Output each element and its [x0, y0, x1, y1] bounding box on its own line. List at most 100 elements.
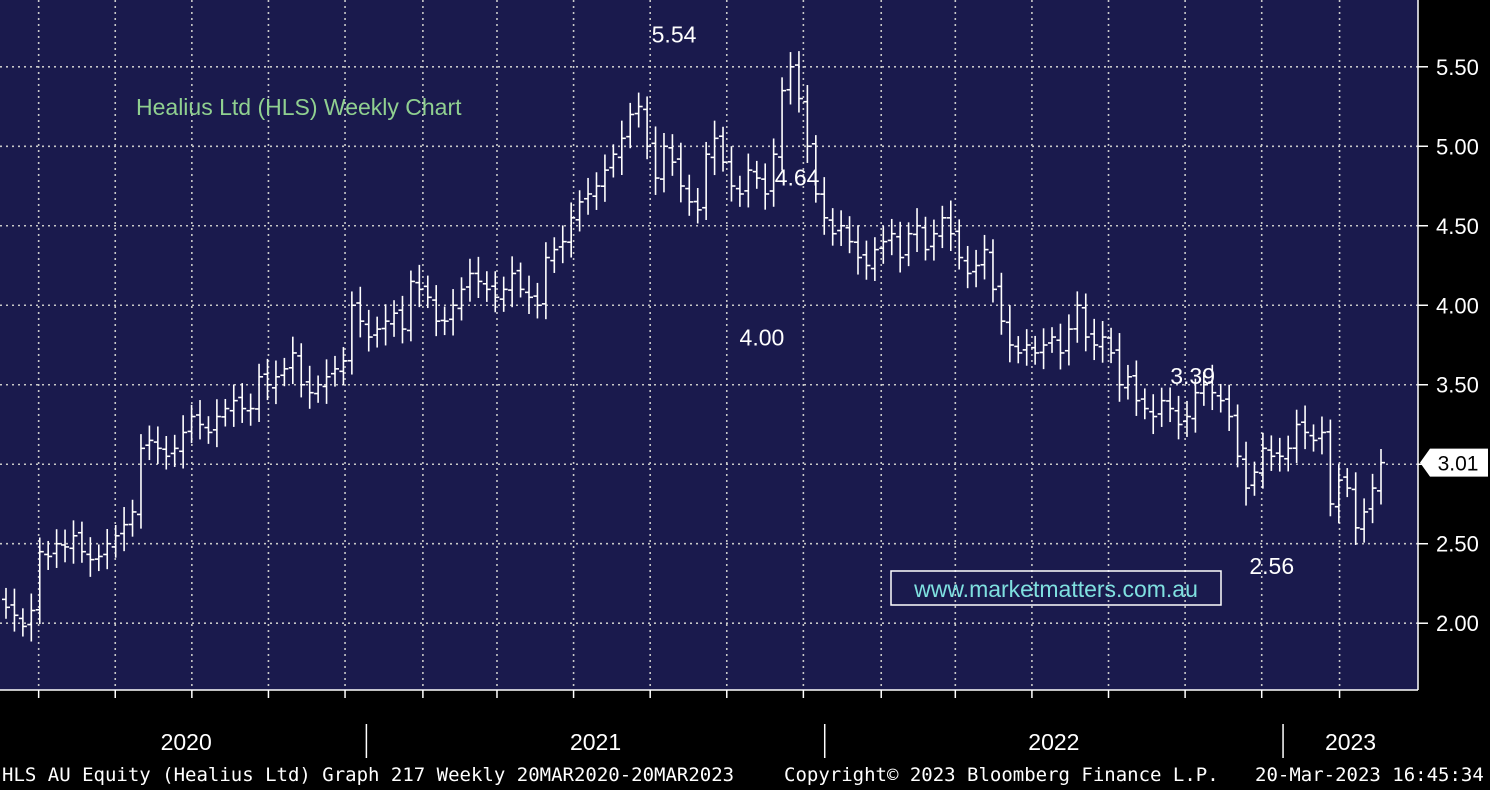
- ohlc-bar: [1048, 327, 1057, 353]
- ohlc-bar: [322, 359, 331, 404]
- ohlc-bar: [1275, 437, 1284, 472]
- price-bars: [2, 51, 1385, 642]
- ohlc-bar: [685, 174, 694, 216]
- ohlc-bar: [1005, 305, 1014, 363]
- plot-background: [0, 0, 1418, 690]
- ohlc-bar: [465, 258, 474, 302]
- ohlc-bar: [406, 270, 415, 342]
- ohlc-bar: [1334, 463, 1343, 524]
- ohlc-bar: [1309, 424, 1318, 452]
- ohlc-bar: [811, 135, 820, 203]
- footer-security: HLS AU Equity (Healius Ltd) Graph 217 We…: [2, 764, 735, 786]
- ohlc-bar: [1208, 364, 1217, 411]
- ohlc-bar: [845, 216, 854, 254]
- ohlc-bar: [862, 240, 871, 280]
- year-label: 2021: [570, 729, 621, 755]
- ohlc-bar: [710, 120, 719, 176]
- ohlc-bar: [567, 202, 576, 258]
- ohlc-bar: [1056, 323, 1065, 370]
- ohlc-bar: [634, 92, 643, 128]
- ohlc-bar: [415, 264, 424, 308]
- ohlc-bar: [1090, 318, 1099, 361]
- last-price-label: 3.01: [1438, 453, 1479, 476]
- price-annotation: 4.64: [775, 165, 820, 191]
- ohlc-bar: [10, 588, 19, 632]
- ohlc-bar: [212, 399, 221, 448]
- ohlc-bar: [52, 529, 61, 568]
- ohlc-bar: [837, 210, 846, 246]
- ohlc-bar: [136, 434, 145, 529]
- ohlc-bar: [600, 154, 609, 202]
- ohlc-bar: [27, 593, 36, 642]
- price-annotation: 3.39: [1170, 363, 1215, 389]
- ohlc-bar: [778, 77, 787, 171]
- ohlc-bar: [1039, 328, 1048, 370]
- ohlc-bar: [643, 96, 652, 160]
- ohlc-bar: [482, 271, 491, 302]
- ohlc-bar: [339, 347, 348, 386]
- ohlc-bar: [769, 138, 778, 207]
- ohlc-bar: [1317, 416, 1326, 455]
- ohlc-bar: [263, 358, 272, 401]
- ohlc-bar: [1107, 327, 1116, 364]
- year-label: 2022: [1028, 729, 1079, 755]
- year-label: 2020: [161, 729, 212, 755]
- ohlc-bar: [2, 587, 10, 619]
- ohlc-bar: [702, 141, 711, 220]
- ohlc-bar: [1166, 387, 1175, 423]
- weekly-ohlc-chart: 5.544.644.003.392.56 2.002.503.003.504.0…: [0, 0, 1490, 760]
- ohlc-bar: [1182, 400, 1191, 437]
- ohlc-bar: [870, 237, 879, 281]
- ohlc-bar: [179, 415, 188, 469]
- ohlc-bar: [499, 276, 508, 312]
- ohlc-bar: [955, 219, 964, 270]
- ohlc-bar: [887, 218, 896, 256]
- ohlc-bar: [390, 300, 399, 337]
- ohlc-bar: [1064, 314, 1073, 366]
- ohlc-bar: [347, 291, 356, 375]
- ohlc-bar: [18, 608, 27, 637]
- ohlc-bar: [288, 336, 297, 385]
- ohlc-bar: [1031, 335, 1040, 365]
- ohlc-bar: [1073, 291, 1082, 343]
- ohlc-bar: [997, 272, 1006, 335]
- ohlc-bar: [196, 400, 205, 440]
- y-tick-label: 2.00: [1436, 611, 1479, 636]
- ohlc-bar: [491, 271, 500, 313]
- ohlc-bar: [423, 275, 432, 309]
- y-tick-label: 2.50: [1436, 532, 1479, 557]
- ohlc-bar: [1140, 388, 1149, 420]
- ohlc-bar: [1225, 384, 1234, 431]
- ohlc-bar: [803, 85, 812, 163]
- ohlc-bar: [584, 177, 593, 215]
- ohlc-bar: [752, 160, 761, 189]
- ohlc-bar: [719, 126, 728, 172]
- ohlc-bar: [929, 219, 938, 261]
- price-annotation: 5.54: [652, 21, 697, 47]
- ohlc-bar: [86, 537, 95, 577]
- y-tick-label: 4.50: [1436, 214, 1479, 239]
- ohlc-bar: [120, 507, 129, 552]
- ohlc-bar: [61, 529, 70, 563]
- ohlc-bar: [744, 153, 753, 208]
- time-axis: 2020 2021 2022 2023: [0, 689, 1418, 758]
- ohlc-bar: [246, 393, 255, 426]
- price-axis: 2.002.503.003.504.004.505.005.503.01: [1417, 0, 1488, 690]
- ohlc-bar: [432, 285, 441, 337]
- ohlc-bar: [255, 363, 264, 422]
- ohlc-bar: [668, 134, 677, 176]
- ohlc-bar: [828, 208, 837, 246]
- footer-copyright: Copyright© 2023 Bloomberg Finance L.P.: [784, 764, 1219, 786]
- ohlc-bar: [676, 142, 685, 203]
- ohlc-bar: [1022, 329, 1031, 366]
- last-price-tag: 3.01: [1420, 448, 1488, 477]
- ohlc-bar: [1284, 435, 1293, 472]
- ohlc-bar: [1233, 404, 1242, 468]
- ohlc-bar: [35, 537, 44, 624]
- ohlc-bar: [693, 187, 702, 224]
- ohlc-bar: [853, 225, 862, 275]
- ohlc-bar: [145, 425, 154, 461]
- ohlc-bar: [449, 289, 458, 336]
- ohlc-bar: [1242, 441, 1251, 506]
- ohlc-bar: [1343, 468, 1352, 498]
